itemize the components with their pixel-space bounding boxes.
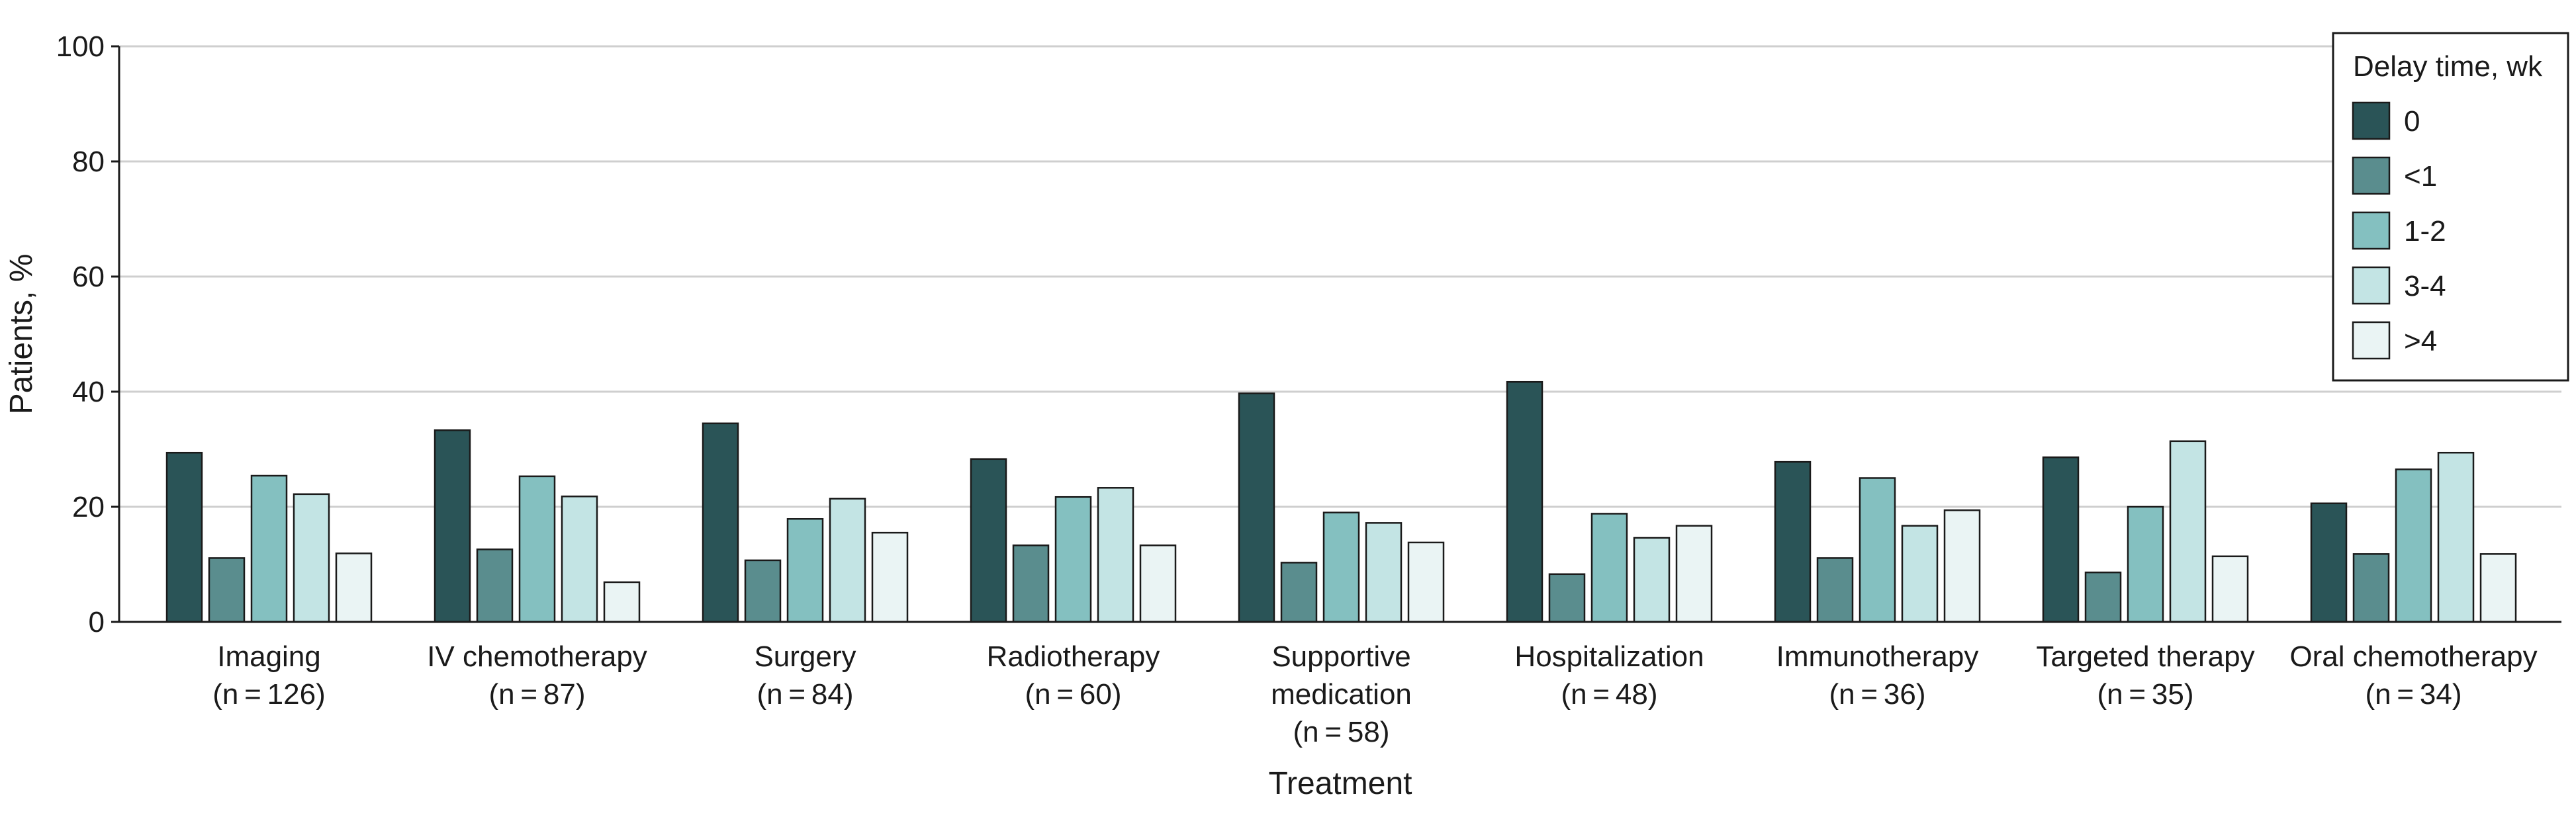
bar-1-4 xyxy=(603,581,641,623)
x-tick-labels: Imaging (n = 126) IV chemotherapy (n = 87) S… xyxy=(212,640,2537,748)
bar-6-2 xyxy=(1859,477,1896,623)
bar-8-3 xyxy=(2437,451,2475,623)
x-tick-label: (n = 48) xyxy=(1561,678,1657,711)
bar-2-1 xyxy=(744,559,782,623)
legend: Delay time, wk 0 <1 1-2 3-4 >4 xyxy=(2332,32,2569,382)
bar-1-2 xyxy=(518,475,556,623)
bar-2-3 xyxy=(829,498,866,623)
bar-4-4 xyxy=(1407,541,1445,623)
x-tick-label: Immunotherapy xyxy=(1776,640,1979,673)
y-tick-label: 60 xyxy=(72,261,105,293)
bar-8-4 xyxy=(2479,553,2517,623)
axes xyxy=(118,46,2561,623)
legend-swatch-4 xyxy=(2352,321,2391,360)
x-tick-label: (n = 60) xyxy=(1025,678,1121,711)
legend-swatch-1 xyxy=(2352,156,2391,195)
legend-swatch-0 xyxy=(2352,101,2391,140)
bar-6-1 xyxy=(1816,557,1854,623)
x-tick-label: (n = 84) xyxy=(757,678,853,711)
bar-0-2 xyxy=(250,474,288,623)
x-tick-label: (n = 58) xyxy=(1293,716,1389,748)
bar-3-1 xyxy=(1012,544,1050,623)
bar-2-4 xyxy=(871,531,909,623)
bar-0-4 xyxy=(335,552,373,623)
x-tick-label: Hospitalization xyxy=(1514,640,1704,673)
bar-5-4 xyxy=(1675,525,1713,623)
bar-2-0 xyxy=(702,422,739,623)
x-tick-label: (n = 35) xyxy=(2097,678,2193,711)
legend-label-4: >4 xyxy=(2404,325,2437,357)
legend-label-1: <1 xyxy=(2404,160,2437,193)
legend-label-0: 0 xyxy=(2404,105,2420,138)
bar-3-2 xyxy=(1054,496,1092,623)
bars xyxy=(165,380,2517,623)
bar-5-1 xyxy=(1548,573,1586,623)
gridlines xyxy=(119,45,2561,508)
bar-0-3 xyxy=(293,493,330,623)
y-tick-label: 80 xyxy=(72,146,105,178)
bar-4-1 xyxy=(1280,562,1318,623)
x-tick-label: Targeted therapy xyxy=(2036,640,2254,673)
y-tick-label: 100 xyxy=(56,30,105,63)
bar-7-4 xyxy=(2211,555,2249,623)
bar-4-2 xyxy=(1322,511,1360,623)
bar-3-3 xyxy=(1097,487,1134,623)
bar-6-3 xyxy=(1901,525,1939,623)
bar-0-1 xyxy=(208,557,246,623)
x-tick-label: IV chemotherapy xyxy=(427,640,647,673)
y-tick-label: 20 xyxy=(72,491,105,523)
x-tick-label: Oral chemotherapy xyxy=(2289,640,2537,673)
bar-6-4 xyxy=(1943,509,1981,623)
bar-8-0 xyxy=(2310,502,2348,623)
bar-5-2 xyxy=(1590,513,1628,623)
legend-swatch-2 xyxy=(2352,211,2391,250)
bar-7-0 xyxy=(2042,456,2080,623)
bar-7-2 xyxy=(2127,505,2164,623)
x-axis-title: Treatment xyxy=(1269,766,1412,801)
y-tick-labels: 0 20 40 60 80 100 xyxy=(56,30,119,638)
legend-swatch-3 xyxy=(2352,266,2391,305)
legend-label-2: 1-2 xyxy=(2404,215,2446,247)
bar-8-1 xyxy=(2352,553,2390,623)
bar-6-0 xyxy=(1774,460,1812,623)
legend-title: Delay time, wk xyxy=(2353,50,2543,83)
legend-label-3: 3-4 xyxy=(2404,270,2446,302)
bar-3-4 xyxy=(1139,544,1177,623)
bar-7-3 xyxy=(2169,440,2207,623)
bar-3-0 xyxy=(970,458,1007,623)
bar-7-1 xyxy=(2084,571,2122,623)
bar-2-2 xyxy=(786,518,824,623)
bar-5-3 xyxy=(1633,537,1671,623)
bar-8-2 xyxy=(2395,468,2432,623)
bar-0-0 xyxy=(165,451,203,623)
y-tick-label: 0 xyxy=(89,606,105,638)
bar-4-0 xyxy=(1238,392,1275,623)
x-tick-label: (n = 36) xyxy=(1829,678,1925,711)
y-axis-title: Patients, % xyxy=(4,254,39,415)
bar-1-1 xyxy=(476,548,514,623)
bar-1-0 xyxy=(434,429,471,623)
bar-4-3 xyxy=(1365,522,1403,623)
x-tick-label: medication xyxy=(1271,678,1412,711)
x-tick-label: (n = 34) xyxy=(2365,678,2461,711)
x-tick-label: Surgery xyxy=(754,640,856,673)
x-tick-label: Supportive xyxy=(1271,640,1410,673)
bar-1-3 xyxy=(561,496,598,623)
x-tick-label: Imaging xyxy=(217,640,321,673)
x-tick-label: Radiotherapy xyxy=(987,640,1160,673)
x-tick-label: (n = 126) xyxy=(212,678,326,711)
y-tick-label: 40 xyxy=(72,376,105,408)
bar-5-0 xyxy=(1506,380,1543,623)
x-tick-label: (n = 87) xyxy=(488,678,585,711)
